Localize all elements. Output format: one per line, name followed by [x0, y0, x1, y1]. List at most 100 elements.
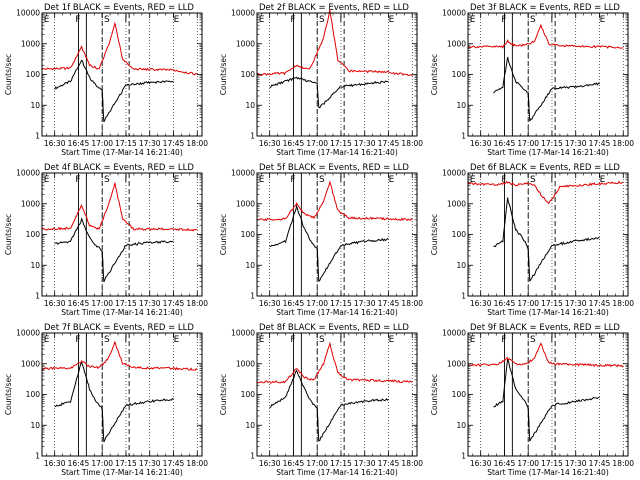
x-axis-label: Start Time (17-Mar-14 16:21:40)	[487, 468, 609, 477]
x-tick-label: 17:30	[354, 299, 376, 308]
x-axis-label: Start Time (17-Mar-14 16:21:40)	[61, 148, 183, 157]
marker-label: E	[600, 335, 606, 345]
y-tick-label: 10000	[16, 169, 40, 178]
x-tick-label: 16:45	[494, 299, 516, 308]
x-tick-label: 17:15	[115, 299, 137, 308]
events-series-line	[529, 396, 600, 442]
y-tick-label: 1	[35, 132, 40, 141]
x-tick-label: 16:30	[259, 299, 281, 308]
y-tick-label: 1000	[236, 199, 255, 208]
x-tick-label: 17:15	[115, 139, 137, 148]
marker-label: F	[290, 175, 295, 185]
x-tick-label: 16:45	[494, 139, 516, 148]
x-axis-label: Start Time (17-Mar-14 16:21:40)	[487, 148, 609, 157]
marker-label: S	[104, 175, 110, 185]
events-series-line	[493, 358, 530, 425]
x-tick-label: 18:00	[401, 299, 423, 308]
events-series-line	[103, 397, 174, 443]
x-tick-label: 17:15	[330, 459, 352, 468]
y-tick-label: 1	[461, 452, 466, 461]
plot-frame	[256, 172, 418, 297]
marker-label: S	[104, 335, 110, 345]
plot-frame	[41, 332, 203, 457]
x-tick-label: 17:15	[330, 299, 352, 308]
y-axis-label: Counts/sec	[430, 54, 439, 95]
lld-series-line	[467, 23, 624, 49]
marker-label: E	[470, 335, 476, 345]
x-tick-label: 17:00	[306, 459, 328, 468]
detector-panel-1: Det 1f BLACK = Events, RED = LLD E F S I E 1 10…	[4, 3, 208, 157]
panel-title: Det 4f BLACK = Events, RED = LLD	[44, 163, 194, 173]
marker-label: E	[389, 175, 395, 185]
events-series-drop	[101, 408, 105, 442]
x-tick-label: 17:30	[565, 299, 587, 308]
events-series-drop	[527, 92, 531, 122]
plot-frame	[467, 172, 629, 297]
x-tick-label: 16:30	[44, 139, 66, 148]
y-tick-label: 1000	[236, 359, 255, 368]
y-tick-label: 100	[452, 230, 467, 239]
x-tick-label: 17:45	[163, 299, 185, 308]
x-axis-label: Start Time (17-Mar-14 16:21:40)	[61, 468, 183, 477]
plot-frame	[41, 172, 203, 297]
x-tick-label: 17:15	[541, 139, 563, 148]
y-tick-label: 10000	[16, 329, 40, 338]
y-axis-label: Counts/sec	[4, 374, 13, 415]
x-tick-label: 17:00	[517, 299, 539, 308]
x-tick-label: 17:30	[354, 139, 376, 148]
x-tick-label: 17:00	[517, 459, 539, 468]
events-series-drop	[316, 248, 320, 282]
events-series-line	[54, 59, 104, 107]
x-tick-label: 16:30	[470, 139, 492, 148]
y-tick-label: 1	[35, 292, 40, 301]
marker-label: I	[340, 175, 343, 185]
x-tick-label: 17:45	[589, 459, 611, 468]
x-tick-label: 17:45	[378, 139, 400, 148]
lld-series-line	[256, 180, 413, 222]
y-axis-label: Counts/sec	[4, 214, 13, 255]
y-tick-label: 10000	[231, 329, 255, 338]
y-tick-label: 10	[245, 101, 255, 110]
y-tick-label: 10	[456, 421, 466, 430]
y-tick-label: 10000	[442, 9, 466, 18]
events-series-line	[269, 76, 389, 109]
y-axis-label: Counts/sec	[430, 214, 439, 255]
y-tick-label: 1	[35, 452, 40, 461]
y-tick-label: 1000	[447, 199, 466, 208]
detector-panel-6: Det 6f BLACK = Events, RED = LLD E F S I E 1 10…	[430, 163, 634, 317]
x-tick-label: 18:00	[401, 459, 423, 468]
y-tick-label: 100	[452, 70, 467, 79]
marker-label: S	[530, 175, 536, 185]
x-tick-label: 18:00	[612, 139, 634, 148]
x-tick-label: 16:30	[44, 459, 66, 468]
plot-frame	[41, 12, 203, 137]
marker-label: S	[319, 335, 325, 345]
x-tick-label: 16:45	[283, 139, 305, 148]
y-tick-label: 10000	[442, 169, 466, 178]
marker-label: E	[259, 175, 265, 185]
x-tick-label: 16:45	[283, 459, 305, 468]
y-tick-label: 10	[30, 101, 40, 110]
x-tick-label: 16:30	[44, 299, 66, 308]
events-series-line	[493, 197, 530, 266]
marker-label: E	[259, 335, 265, 345]
detector-panel-4: Det 4f BLACK = Events, RED = LLD E F S I E 1 10…	[4, 163, 208, 317]
marker-label: E	[174, 15, 180, 25]
events-series-line	[318, 397, 389, 442]
y-tick-label: 10	[456, 101, 466, 110]
marker-label: F	[501, 335, 506, 345]
x-tick-label: 16:45	[68, 459, 90, 468]
events-series-drop	[527, 248, 531, 282]
x-axis-label: Start Time (17-Mar-14 16:21:40)	[61, 308, 183, 317]
x-tick-label: 17:00	[306, 139, 328, 148]
marker-label: E	[44, 15, 50, 25]
y-tick-label: 100	[241, 70, 256, 79]
marker-label: S	[319, 175, 325, 185]
lld-series-line	[41, 182, 198, 232]
y-tick-label: 100	[241, 230, 256, 239]
x-tick-label: 17:15	[115, 459, 137, 468]
panel-title: Det 1f BLACK = Events, RED = LLD	[44, 3, 194, 13]
lld-series-line	[256, 341, 413, 384]
y-axis-label: Counts/sec	[219, 54, 228, 95]
x-tick-label: 17:30	[139, 299, 161, 308]
